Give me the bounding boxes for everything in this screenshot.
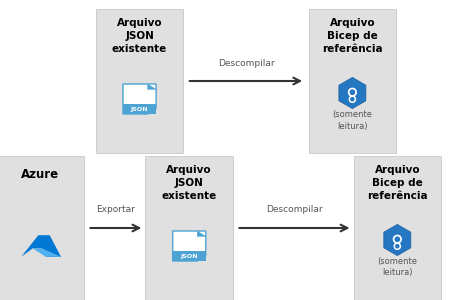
FancyBboxPatch shape: [0, 156, 84, 300]
Text: Arquivo
JSON
existente: Arquivo JSON existente: [162, 165, 217, 201]
FancyBboxPatch shape: [353, 156, 441, 300]
Text: (somente
leitura): (somente leitura): [333, 110, 372, 130]
Text: Arquivo
Bicep de
referência: Arquivo Bicep de referência: [367, 165, 428, 201]
Polygon shape: [33, 248, 61, 257]
FancyBboxPatch shape: [146, 156, 233, 300]
Polygon shape: [350, 90, 355, 94]
Polygon shape: [173, 251, 206, 261]
FancyBboxPatch shape: [308, 9, 396, 153]
Text: Descompilar: Descompilar: [266, 206, 323, 214]
Polygon shape: [395, 237, 400, 242]
Polygon shape: [197, 231, 206, 236]
Text: Arquivo
Bicep de
referência: Arquivo Bicep de referência: [322, 18, 383, 54]
Polygon shape: [339, 77, 366, 109]
Polygon shape: [349, 96, 356, 102]
Text: Azure: Azure: [21, 168, 59, 181]
Polygon shape: [173, 231, 206, 261]
Polygon shape: [123, 84, 156, 114]
Polygon shape: [394, 243, 401, 249]
Polygon shape: [396, 245, 399, 248]
Polygon shape: [123, 104, 156, 114]
Text: (somente
leitura): (somente leitura): [377, 257, 417, 278]
Polygon shape: [21, 235, 61, 257]
Text: JSON: JSON: [180, 254, 198, 259]
Text: Descompilar: Descompilar: [218, 58, 274, 68]
Text: JSON: JSON: [131, 107, 149, 112]
Text: Arquivo
JSON
existente: Arquivo JSON existente: [112, 18, 167, 54]
Polygon shape: [384, 224, 411, 256]
Polygon shape: [349, 88, 356, 96]
Polygon shape: [394, 235, 401, 243]
Polygon shape: [148, 84, 156, 89]
Text: Exportar: Exportar: [96, 206, 135, 214]
FancyBboxPatch shape: [96, 9, 183, 153]
Polygon shape: [351, 98, 354, 101]
